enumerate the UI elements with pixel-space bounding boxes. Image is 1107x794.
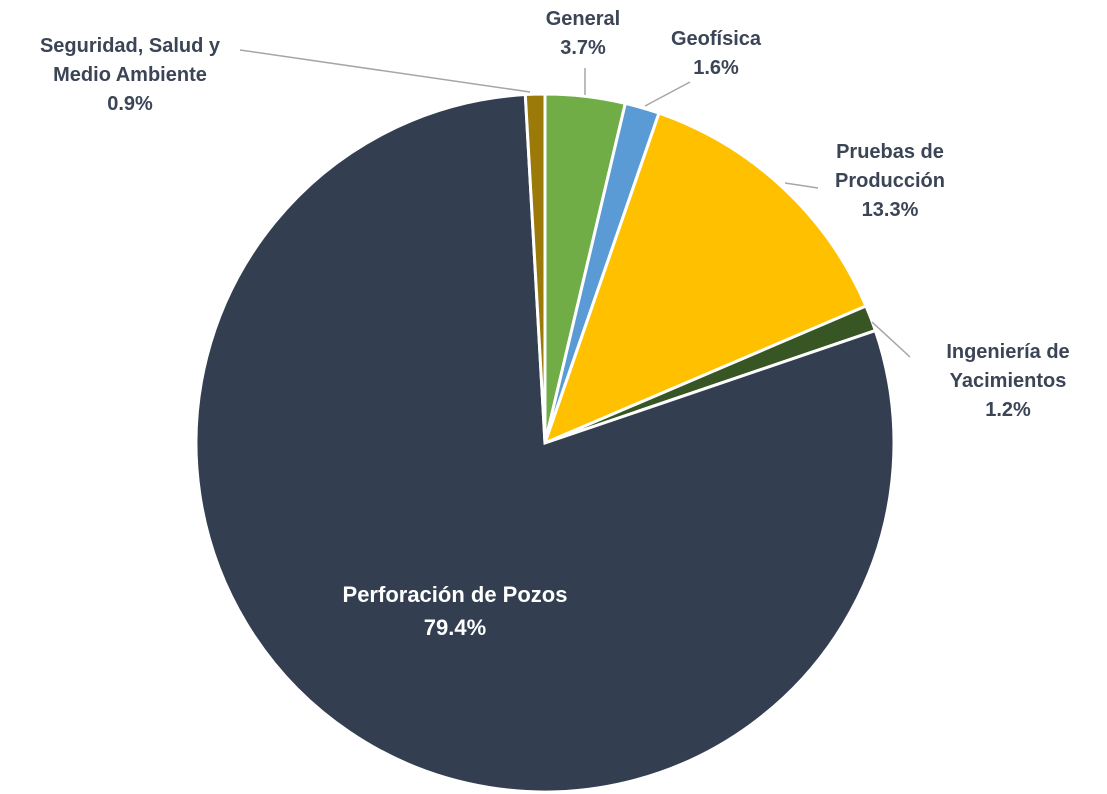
label-name: Pruebas de Producción: [834, 141, 945, 192]
label-value: 79.4%: [423, 615, 487, 640]
label-value: 1.2%: [985, 399, 1031, 421]
label-value: 3.7%: [560, 37, 606, 59]
label-value: 1.6%: [693, 57, 739, 79]
label-name: Geofísica: [670, 28, 762, 50]
label-value: 0.9%: [107, 93, 153, 115]
leader-line: [239, 49, 531, 93]
leader-line: [644, 81, 691, 107]
data-label: Ingeniería de Yacimientos 1.2%: [913, 338, 1103, 425]
data-label: Seguridad, Salud y Medio Ambiente 0.9%: [30, 32, 230, 119]
data-label: Pruebas de Producción 13.3%: [795, 138, 985, 225]
pie-slice: [542, 111, 868, 446]
label-value: 13.3%: [861, 199, 919, 221]
data-label: Perforación de Pozos 79.4%: [340, 578, 570, 644]
label-name: General: [545, 8, 621, 30]
pie-slice: [194, 92, 896, 794]
pie-slice: [523, 92, 547, 444]
leader-line: [784, 182, 819, 189]
data-label: General 3.7%: [513, 5, 653, 63]
label-name: Seguridad, Salud y Medio Ambiente: [39, 35, 221, 86]
data-label: Geofísica 1.6%: [646, 25, 786, 83]
label-name: Perforación de Pozos: [342, 582, 568, 607]
label-name: Ingeniería de Yacimientos: [946, 341, 1070, 392]
leader-line: [871, 321, 911, 358]
